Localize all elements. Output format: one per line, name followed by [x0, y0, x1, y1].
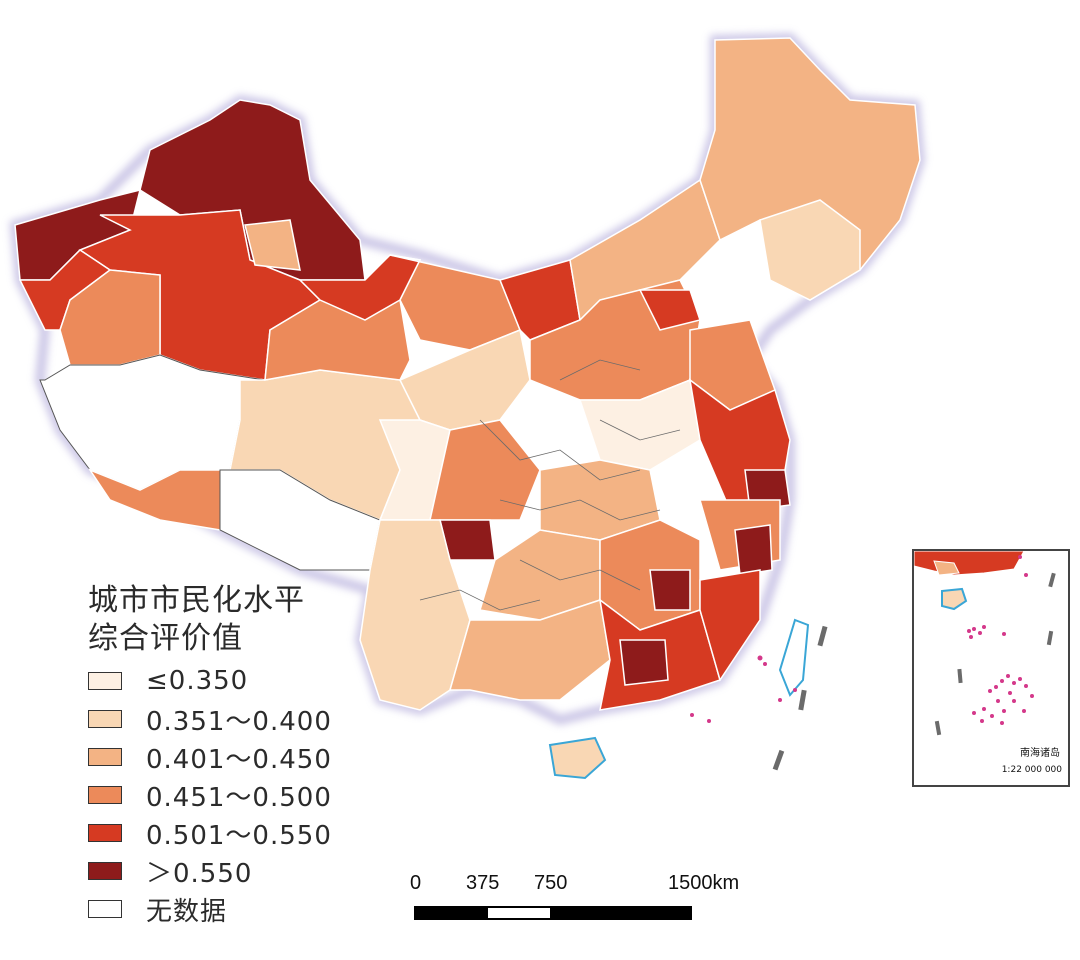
scale-segment-3 — [552, 906, 692, 920]
scale-tick-750: 750 — [534, 872, 568, 894]
legend-swatch — [88, 786, 122, 804]
legend-swatch — [88, 900, 122, 918]
legend-item: 无数据 — [88, 890, 388, 928]
internal-boundaries — [419, 359, 681, 611]
region-sichuan-east — [429, 419, 541, 521]
legend-label: 0.401～0.450 — [146, 744, 332, 775]
inset-scale: 1:22 000 000 — [1001, 765, 1062, 775]
legend-item: 0.351～0.400 — [88, 700, 388, 738]
legend-item: 0.501～0.550 — [88, 814, 388, 852]
legend-label: 0.501～0.550 — [146, 820, 332, 851]
scale-tick-1500: 1500km — [668, 872, 740, 894]
legend: 城市市民化水平 综合评价值 ≤0.350 0.351～0.400 0.401～0.4… — [88, 582, 388, 928]
legend-title-line2: 综合评价值 — [88, 621, 243, 656]
legend-label: ≤0.350 — [146, 666, 249, 696]
region-guangzhou — [619, 639, 669, 686]
legend-label: 无数据 — [146, 896, 228, 927]
region-urumqi — [244, 219, 301, 271]
region-hainan — [548, 736, 607, 780]
legend-label: ＞0.550 — [146, 858, 253, 889]
legend-label: 0.451～0.500 — [146, 782, 332, 813]
scale-segment-2 — [486, 906, 552, 920]
region-wenzhou — [734, 524, 773, 576]
region-changsha — [649, 569, 691, 611]
legend-swatch — [88, 824, 122, 842]
region-jilin — [759, 199, 861, 301]
legend-title-line1: 城市市民化水平 — [88, 583, 305, 618]
scale-tick-0: 0 — [410, 872, 422, 894]
islands-main — [690, 655, 797, 723]
region-fujian — [699, 569, 761, 682]
south-china-sea-inset: 南海诸岛 1:22 000 000 — [912, 549, 1070, 787]
map-regions — [14, 37, 921, 780]
legend-swatch — [88, 862, 122, 880]
inset-title: 南海诸岛 — [1020, 748, 1060, 759]
legend-item: 0.401～0.450 — [88, 738, 388, 776]
scale-segment-1 — [414, 906, 486, 920]
scale-tick-375: 375 — [466, 872, 500, 894]
south-sea-dashes-main — [772, 625, 828, 771]
inset-map — [914, 551, 1056, 736]
scale-bar: 0 375 750 1500km — [410, 872, 739, 924]
legend-item: 0.451～0.500 — [88, 776, 388, 814]
legend-swatch — [88, 748, 122, 766]
region-taiwan — [778, 618, 810, 697]
region-beijing-area — [638, 289, 701, 331]
legend-label: 0.351～0.400 — [146, 706, 332, 737]
legend-swatch — [88, 710, 122, 728]
legend-swatch — [88, 672, 122, 690]
legend-item: ≤0.350 — [88, 662, 388, 700]
region-guangxi — [449, 599, 611, 701]
legend-item: ＞0.550 — [88, 852, 388, 890]
